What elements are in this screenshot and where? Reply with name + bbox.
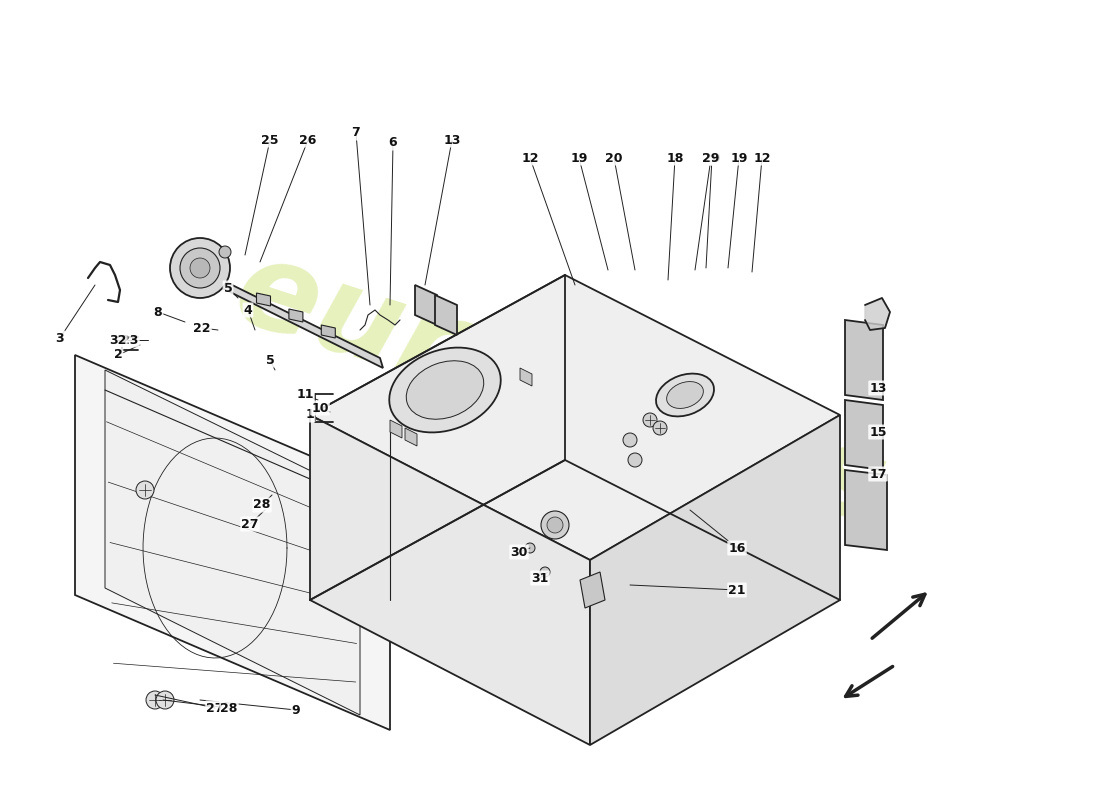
Text: a passion for cars since 1985: a passion for cars since 1985 xyxy=(373,427,806,593)
Text: 21: 21 xyxy=(728,583,746,597)
Polygon shape xyxy=(415,285,437,325)
Text: 7: 7 xyxy=(352,126,361,139)
Text: 28: 28 xyxy=(253,498,271,511)
Text: 13: 13 xyxy=(443,134,461,146)
Polygon shape xyxy=(865,298,890,330)
Polygon shape xyxy=(520,368,532,386)
Polygon shape xyxy=(845,470,887,550)
Text: 8: 8 xyxy=(154,306,163,318)
Polygon shape xyxy=(434,295,456,335)
Text: 27: 27 xyxy=(241,518,258,530)
Text: 20: 20 xyxy=(703,151,720,165)
Circle shape xyxy=(644,413,657,427)
Polygon shape xyxy=(104,370,360,715)
Text: 9: 9 xyxy=(292,703,300,717)
Polygon shape xyxy=(845,400,883,470)
Text: 15: 15 xyxy=(869,426,887,438)
Circle shape xyxy=(190,258,210,278)
Text: 12: 12 xyxy=(754,151,771,165)
Text: 27: 27 xyxy=(207,702,223,714)
Polygon shape xyxy=(289,309,302,322)
Polygon shape xyxy=(590,415,840,745)
Text: 23: 23 xyxy=(121,334,139,346)
Polygon shape xyxy=(405,428,417,446)
Text: 2: 2 xyxy=(113,349,122,362)
Text: 13: 13 xyxy=(869,382,887,394)
Circle shape xyxy=(541,511,569,539)
Text: 26: 26 xyxy=(299,134,317,146)
Text: 18: 18 xyxy=(667,151,684,165)
Text: 31: 31 xyxy=(531,571,549,585)
Circle shape xyxy=(547,517,563,533)
Polygon shape xyxy=(845,320,883,400)
Text: 19: 19 xyxy=(570,151,587,165)
Text: 17: 17 xyxy=(869,467,887,481)
Circle shape xyxy=(653,421,667,435)
Text: 10: 10 xyxy=(311,402,329,414)
Circle shape xyxy=(623,433,637,447)
Circle shape xyxy=(156,691,174,709)
Text: 20: 20 xyxy=(605,151,623,165)
Text: 3: 3 xyxy=(56,331,64,345)
Text: 22: 22 xyxy=(194,322,211,334)
Ellipse shape xyxy=(389,347,500,433)
Text: 32: 32 xyxy=(109,334,126,346)
Polygon shape xyxy=(310,275,840,560)
Polygon shape xyxy=(580,572,605,608)
Polygon shape xyxy=(321,325,336,338)
Text: 6: 6 xyxy=(388,137,397,150)
Text: 11: 11 xyxy=(296,389,314,402)
Polygon shape xyxy=(218,278,383,368)
Circle shape xyxy=(525,543,535,553)
Text: 25: 25 xyxy=(262,134,278,146)
Circle shape xyxy=(136,481,154,499)
Ellipse shape xyxy=(667,382,703,409)
Text: 5: 5 xyxy=(223,282,232,294)
Text: 4: 4 xyxy=(243,303,252,317)
Circle shape xyxy=(628,453,642,467)
Text: 12: 12 xyxy=(521,151,539,165)
Text: 30: 30 xyxy=(510,546,528,558)
Text: 28: 28 xyxy=(220,702,238,714)
Ellipse shape xyxy=(406,361,484,419)
Text: europarts: europarts xyxy=(221,230,900,550)
Ellipse shape xyxy=(656,374,714,417)
Circle shape xyxy=(540,567,550,577)
Circle shape xyxy=(180,248,220,288)
Polygon shape xyxy=(390,420,402,438)
Text: 29: 29 xyxy=(702,151,719,165)
Circle shape xyxy=(170,238,230,298)
Text: 16: 16 xyxy=(728,542,746,554)
Text: 1: 1 xyxy=(306,409,315,422)
Text: 19: 19 xyxy=(730,151,748,165)
Text: 5: 5 xyxy=(265,354,274,366)
Polygon shape xyxy=(256,293,271,306)
Circle shape xyxy=(219,246,231,258)
Polygon shape xyxy=(310,415,590,745)
Polygon shape xyxy=(75,355,390,730)
Circle shape xyxy=(146,691,164,709)
